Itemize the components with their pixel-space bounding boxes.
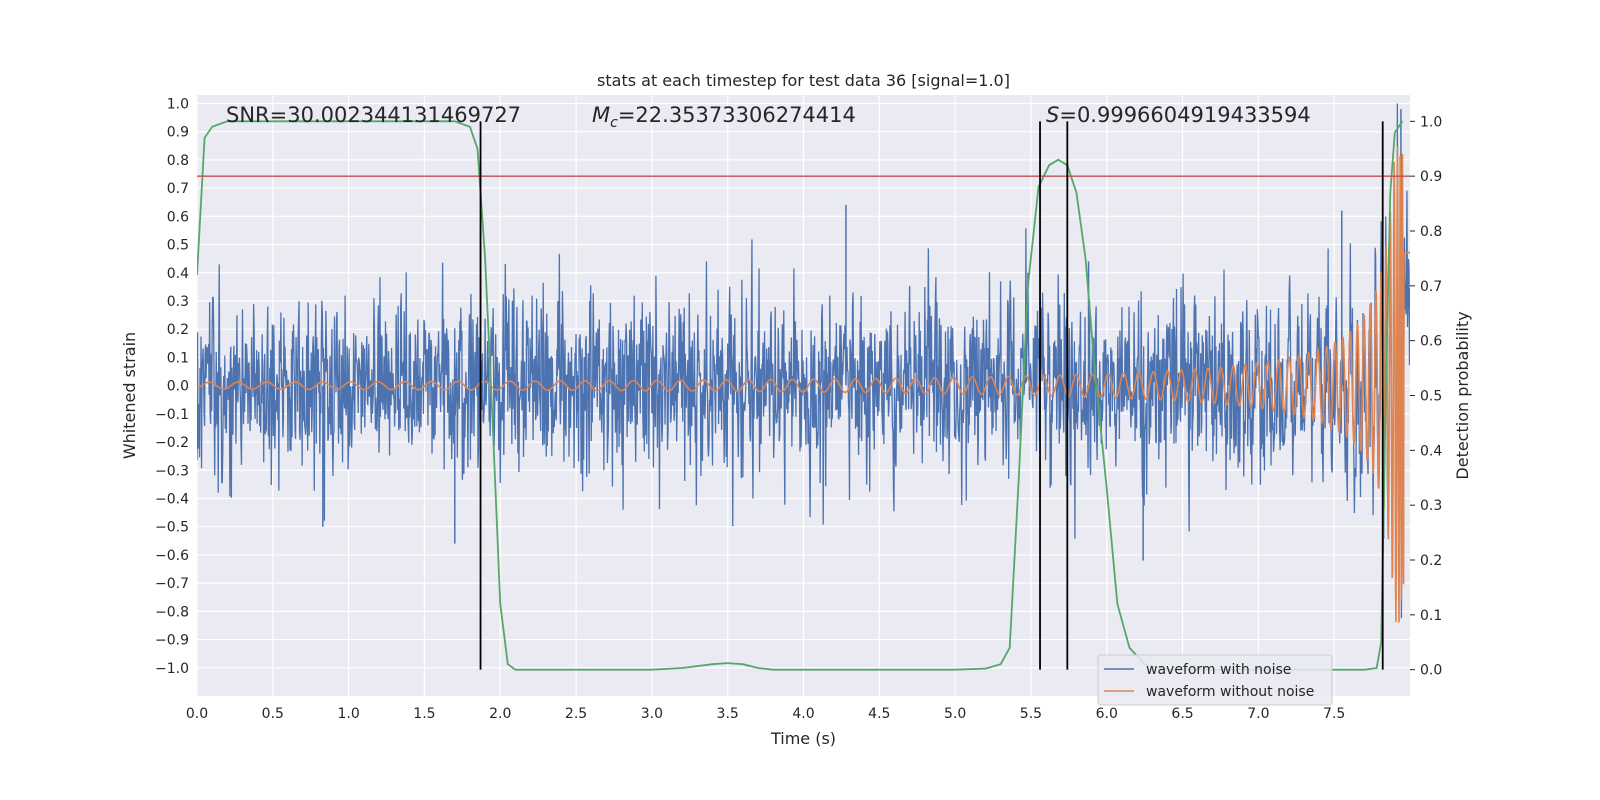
chirp-mass-subscript: c <box>610 115 618 131</box>
statistic-annotation: S=0.9996604919433594 <box>1046 103 1311 127</box>
y2-tick-label: 0.5 <box>1420 389 1442 405</box>
y-tick-label: 0.2 <box>167 322 189 338</box>
x-axis: 0.0 0.5 1.0 1.5 2.0 2.5 3.0 3.5 4.0 4.5 5.0 5.5 6.0 6… <box>186 706 1345 722</box>
y-tick-label: −0.2 <box>155 435 189 451</box>
snr-annotation: SNR=30.002344131469727 <box>226 103 521 127</box>
y-tick-label: −0.4 <box>155 491 189 507</box>
y-axis-label: Whitened strain <box>120 332 139 459</box>
y-tick-label: −0.1 <box>155 407 189 423</box>
y-tick-label: −0.7 <box>155 576 189 592</box>
y2-tick-label: 0.8 <box>1420 224 1442 240</box>
x-tick-label: 4.0 <box>792 706 814 722</box>
y-tick-label: −0.8 <box>155 604 189 620</box>
y2-tick-label: 0.4 <box>1420 443 1442 459</box>
y2-tick-label: 0.3 <box>1420 498 1442 514</box>
y-tick-label: 0.1 <box>167 350 189 366</box>
chirp-mass-symbol: M <box>592 103 610 127</box>
chart-title: stats at each timestep for test data 36 … <box>597 71 1010 90</box>
y2-tick-label: 0.7 <box>1420 279 1442 295</box>
y-tick-label: −0.5 <box>155 520 189 536</box>
y-tick-label: 0.9 <box>167 125 189 141</box>
legend-box <box>1097 654 1333 706</box>
y-tick-label: 0.0 <box>167 379 189 395</box>
x-tick-label: 1.0 <box>337 706 359 722</box>
y-tick-label: −0.9 <box>155 633 189 649</box>
x-tick-label: 2.0 <box>489 706 511 722</box>
x-tick-label: 0.5 <box>262 706 284 722</box>
y-tick-label: 0.7 <box>167 181 189 197</box>
chirp-mass-value: =22.35373306274414 <box>618 103 856 127</box>
y-tick-label: −1.0 <box>155 661 189 677</box>
x-tick-label: 5.0 <box>944 706 966 722</box>
y-tick-label: −0.6 <box>155 548 189 564</box>
y2-axis-label: Detection probability <box>1453 311 1472 479</box>
x-tick-label: 5.5 <box>1020 706 1042 722</box>
y-tick-label: 0.8 <box>167 153 189 169</box>
y2-tick-label: 0.1 <box>1420 608 1442 624</box>
y-tick-label: −0.3 <box>155 463 189 479</box>
legend: waveform with noise waveform without noi… <box>1097 654 1333 706</box>
x-tick-label: 3.5 <box>717 706 739 722</box>
y-tick-label: 1.0 <box>167 96 189 112</box>
y2-tick-label: 0.6 <box>1420 334 1442 350</box>
x-tick-label: 7.0 <box>1247 706 1269 722</box>
y2-tick-label: 0.0 <box>1420 663 1442 679</box>
legend-label-noise: waveform with noise <box>1146 662 1291 678</box>
x-tick-label: 3.0 <box>641 706 663 722</box>
y-tick-label: 0.3 <box>167 294 189 310</box>
legend-label-clean: waveform without noise <box>1146 684 1314 700</box>
statistic-symbol: S <box>1046 103 1059 127</box>
x-tick-label: 4.5 <box>868 706 890 722</box>
y2-tick-label: 1.0 <box>1420 114 1442 130</box>
y-axis-right: 0.0 0.1 0.2 0.3 0.4 0.5 0.6 0.7 0.8 0.9 1.0 <box>1410 114 1442 679</box>
statistic-value: =0.9996604919433594 <box>1059 103 1310 127</box>
chirp-mass-annotation: Mc=22.35373306274414 <box>592 103 856 131</box>
x-tick-label: 2.5 <box>565 706 587 722</box>
y2-tick-label: 0.9 <box>1420 169 1442 185</box>
series-waveform-without-noise <box>197 145 1410 623</box>
x-tick-label: 0.0 <box>186 706 208 722</box>
y2-tick-label: 0.2 <box>1420 553 1442 569</box>
x-tick-label: 1.5 <box>413 706 435 722</box>
y-tick-label: 0.6 <box>167 209 189 225</box>
series-waveform-with-noise <box>197 103 1410 619</box>
x-tick-label: 6.5 <box>1171 706 1193 722</box>
x-tick-label: 6.0 <box>1096 706 1118 722</box>
y-tick-label: 0.4 <box>167 266 189 282</box>
x-tick-label: 7.5 <box>1323 706 1345 722</box>
y-axis-left: −1.0 −0.9 −0.8 −0.7 −0.6 −0.5 −0.4 −0.3 −0.2 −0.1… <box>155 96 189 676</box>
y-tick-label: 0.5 <box>167 238 189 254</box>
x-axis-label: Time (s) <box>770 729 836 748</box>
